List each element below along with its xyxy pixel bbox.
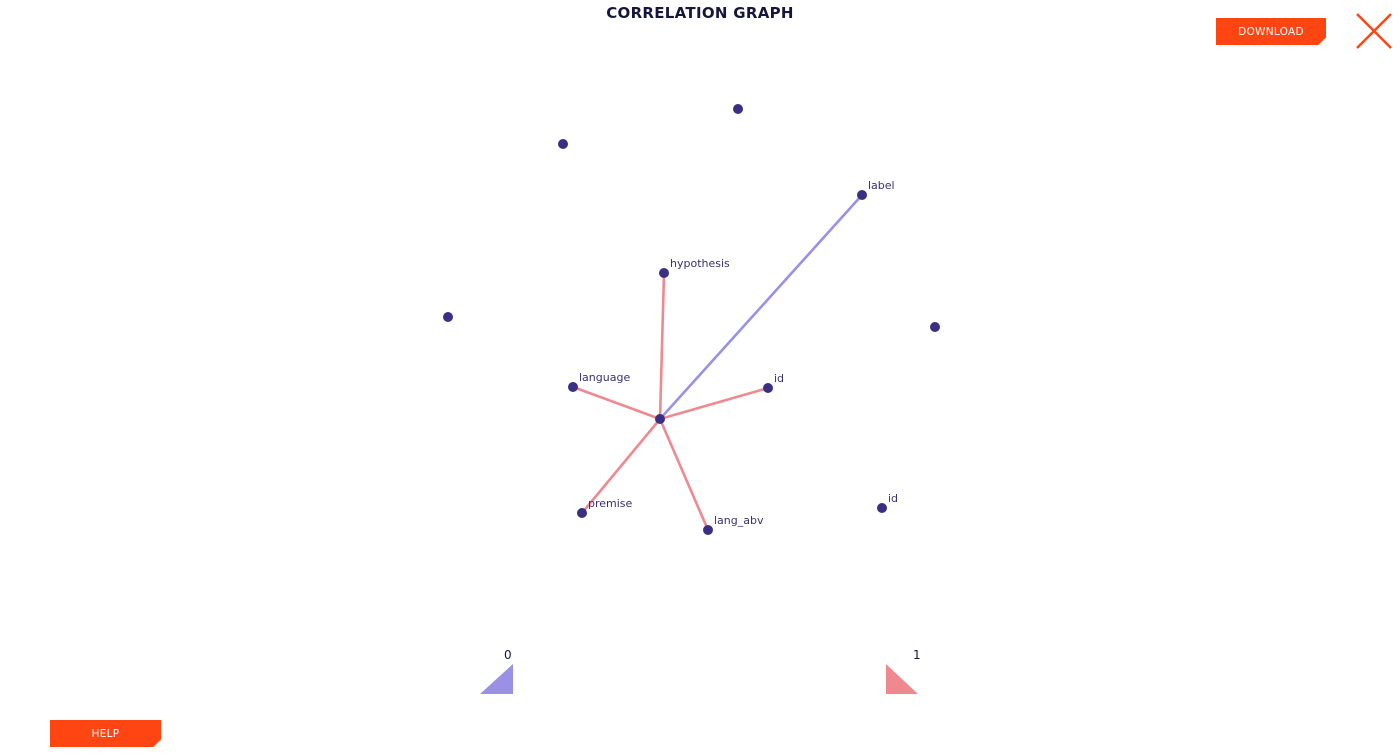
graph-node-language[interactable] [568, 382, 578, 392]
graph-node-unlabeled-3[interactable] [443, 312, 453, 322]
scale-max-label: 1 [913, 648, 921, 662]
edge-center-language [572, 385, 661, 421]
edge-center-lang_abv [658, 418, 710, 531]
scale-high-handle[interactable] [886, 664, 918, 694]
graph-node-unlabeled-4[interactable] [930, 322, 940, 332]
node-label-label: label [868, 179, 895, 192]
edge-center-hypothesis [658, 272, 666, 420]
color-scale: 0 1 [480, 648, 921, 694]
node-label-hypothesis: hypothesis [670, 257, 730, 270]
download-button[interactable]: DOWNLOAD [1216, 18, 1326, 45]
edge-center-label [659, 194, 863, 420]
graph-node-premise[interactable] [577, 508, 587, 518]
help-button[interactable]: HELP [50, 720, 161, 747]
graph-node-center[interactable] [655, 414, 665, 424]
edge-center-id-linked [659, 386, 769, 421]
graph-node-hypothesis[interactable] [659, 268, 669, 278]
node-label-language: language [579, 371, 630, 384]
graph-node-id-linked[interactable] [763, 383, 773, 393]
scale-low-handle[interactable] [480, 664, 513, 694]
graph-node-unlabeled-1[interactable] [733, 104, 743, 114]
node-label-id-linked: id [774, 372, 784, 385]
graph-node-lang_abv[interactable] [703, 525, 713, 535]
scale-min-label: 0 [504, 648, 512, 662]
graph-node-id-isolated[interactable] [877, 503, 887, 513]
node-label-lang_abv: lang_abv [714, 514, 764, 527]
graph-node-label[interactable] [857, 190, 867, 200]
node-label-id-isolated: id [888, 492, 898, 505]
graph-node-unlabeled-2[interactable] [558, 139, 568, 149]
node-label-premise: premise [588, 497, 633, 510]
edge-center-premise [580, 418, 662, 514]
close-icon[interactable] [1353, 10, 1395, 52]
page-title: CORRELATION GRAPH [606, 4, 794, 22]
